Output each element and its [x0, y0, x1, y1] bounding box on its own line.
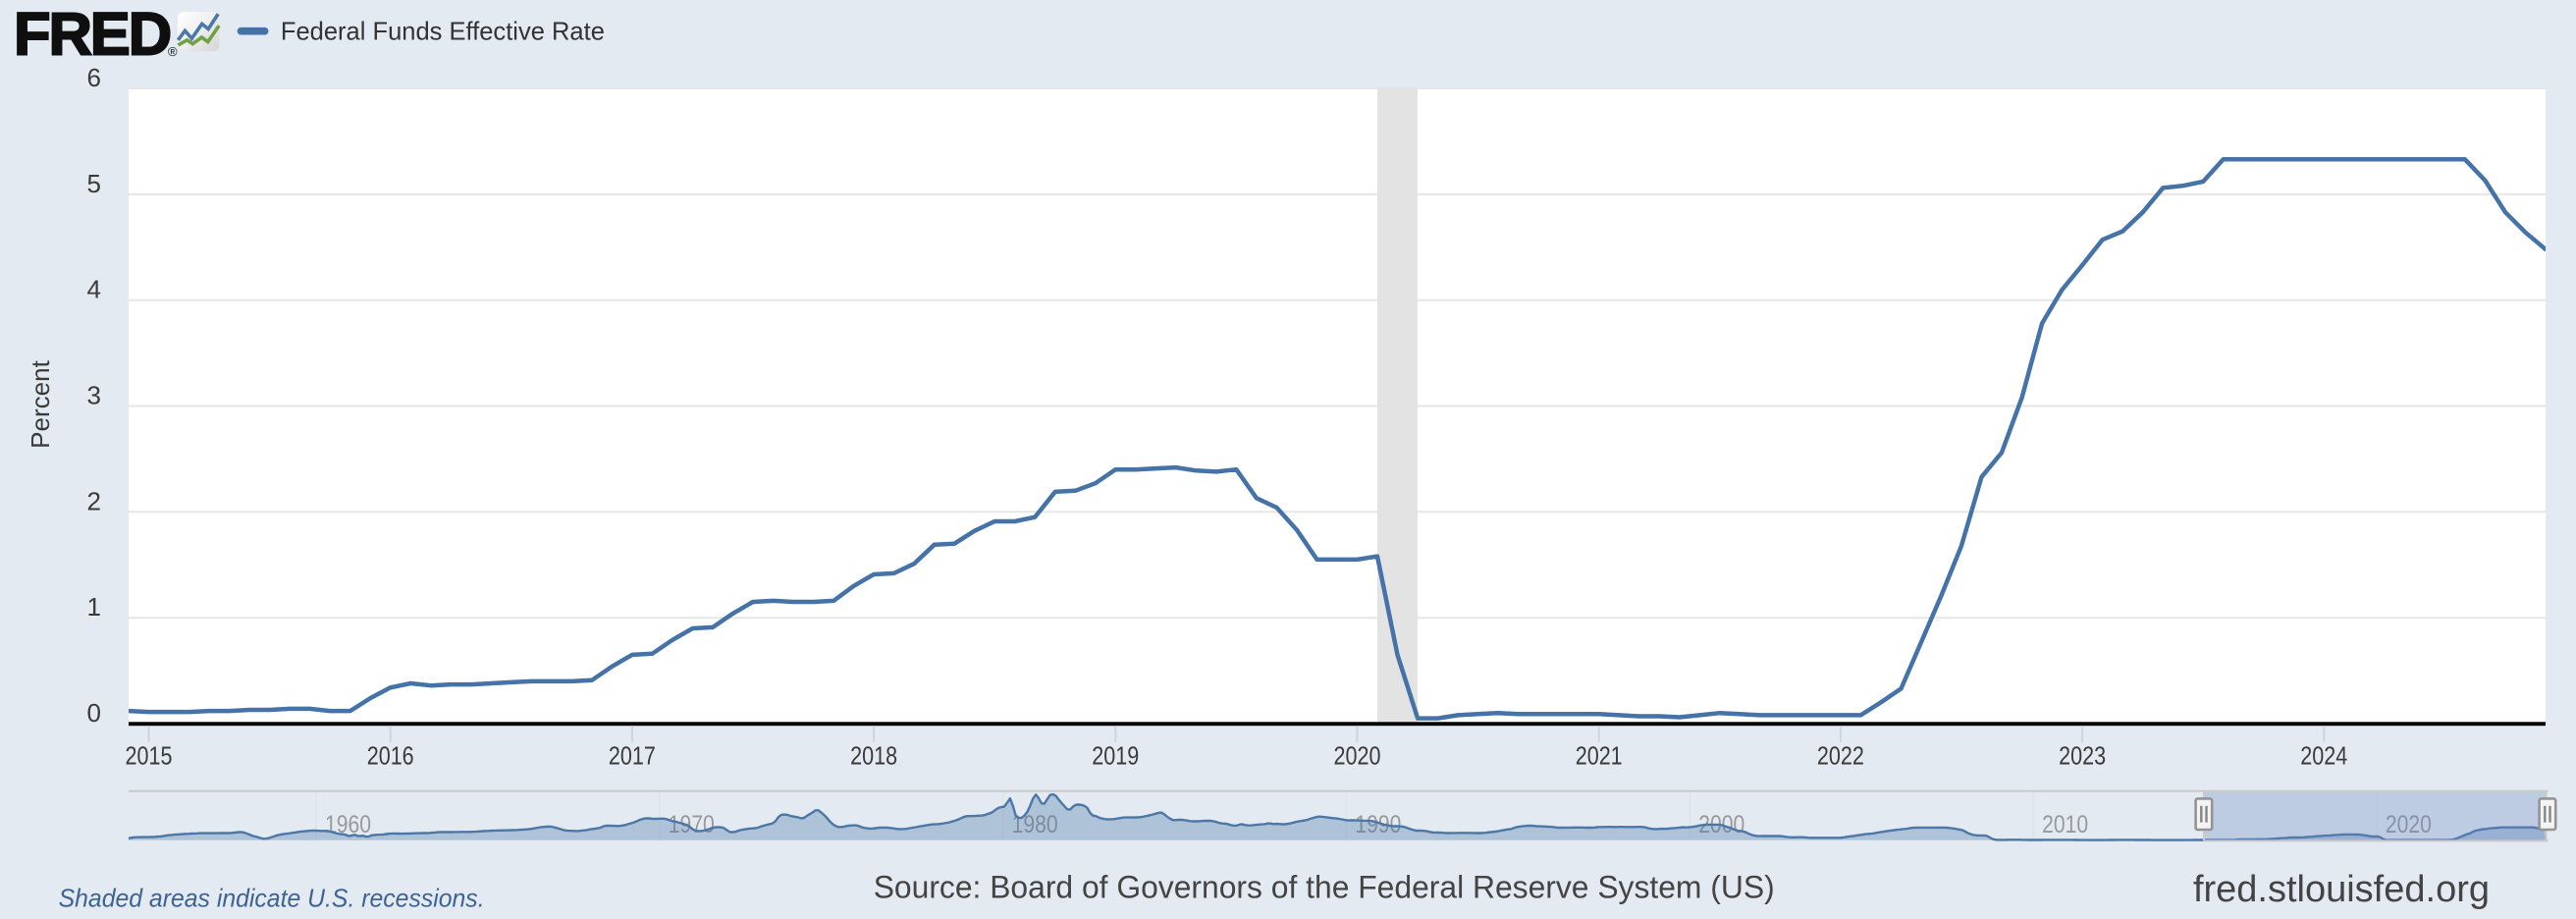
- svg-text:2016: 2016: [367, 740, 414, 770]
- svg-text:2015: 2015: [126, 740, 173, 770]
- svg-text:2019: 2019: [1092, 740, 1139, 770]
- svg-text:FRED: FRED: [14, 1, 170, 69]
- svg-text:®: ®: [168, 44, 178, 59]
- svg-text:2: 2: [87, 486, 101, 515]
- svg-text:2020: 2020: [1334, 740, 1381, 770]
- svg-text:Federal Funds Effective Rate: Federal Funds Effective Rate: [281, 16, 605, 45]
- svg-text:Shaded areas indicate U.S. rec: Shaded areas indicate U.S. recessions.: [59, 884, 485, 913]
- svg-text:1: 1: [87, 592, 101, 622]
- svg-text:2018: 2018: [850, 740, 897, 770]
- svg-text:2023: 2023: [2059, 740, 2106, 770]
- svg-text:3: 3: [87, 381, 101, 410]
- svg-text:2022: 2022: [1817, 740, 1864, 770]
- svg-text:Source: Board of Governors of: Source: Board of Governors of the Federa…: [874, 870, 1775, 905]
- svg-text:Percent: Percent: [26, 359, 55, 448]
- svg-text:5: 5: [87, 169, 101, 198]
- svg-text:2010: 2010: [2042, 811, 2088, 838]
- svg-text:4: 4: [87, 275, 101, 304]
- svg-text:fred.stlouisfed.org: fred.stlouisfed.org: [2193, 869, 2490, 910]
- svg-text:2024: 2024: [2300, 740, 2347, 770]
- svg-text:0: 0: [87, 698, 101, 728]
- svg-text:2021: 2021: [1576, 740, 1623, 770]
- svg-text:6: 6: [87, 63, 101, 92]
- svg-text:2017: 2017: [609, 740, 656, 770]
